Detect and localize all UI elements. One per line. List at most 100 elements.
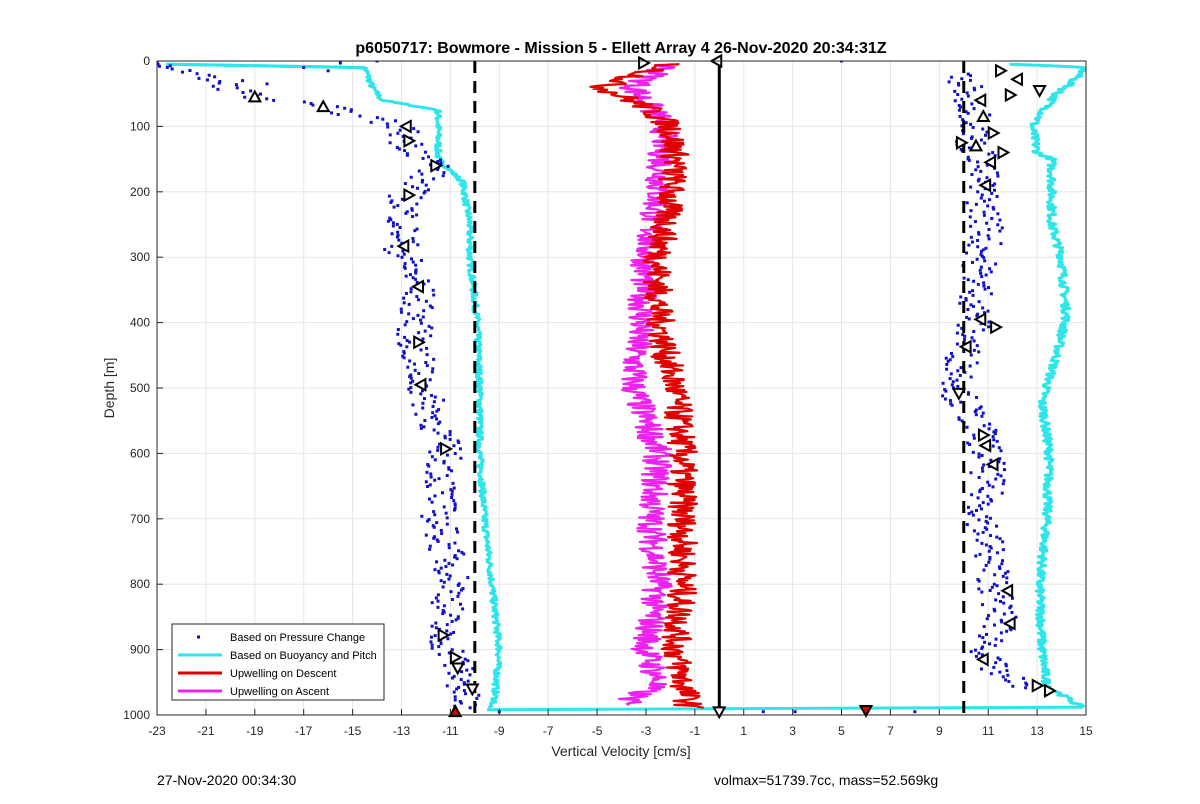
- pressure-dot-right: [1009, 604, 1013, 608]
- pressure-dot-left: [455, 687, 459, 691]
- direction-marker: [987, 125, 1001, 141]
- pressure-dot-left: [420, 514, 424, 518]
- pressure-dot-left: [450, 469, 454, 473]
- pressure-dot-right: [988, 588, 992, 592]
- pressure-dot-left: [205, 78, 209, 82]
- pressure-dot-right: [966, 94, 970, 98]
- pressure-dot-right: [943, 388, 947, 392]
- pressure-dot-right: [945, 362, 949, 366]
- pressure-dot-left: [336, 112, 340, 116]
- pressure-dot-left: [468, 706, 472, 710]
- pressure-dot-right: [966, 155, 970, 159]
- pressure-dot-right: [995, 584, 999, 588]
- pressure-dot-right: [969, 471, 973, 475]
- pressure-dot-right: [1011, 684, 1015, 688]
- pressure-dot-left: [415, 202, 419, 206]
- pressure-dot-left: [409, 386, 413, 390]
- pressure-dot-left: [404, 291, 408, 295]
- pressure-dot-left: [452, 690, 456, 694]
- pressure-dot-right: [988, 545, 992, 549]
- pressure-dot-left: [391, 221, 395, 225]
- pressure-dot-left: [431, 367, 435, 371]
- pressure-dot-right: [993, 182, 997, 186]
- footer-timestamp: 27-Nov-2020 00:34:30: [157, 772, 297, 788]
- direction-marker: [951, 387, 967, 401]
- pressure-dot-left: [402, 301, 406, 305]
- pressure-dot-right: [1004, 678, 1008, 682]
- direction-marker: [976, 109, 991, 122]
- pressure-dot-left: [403, 266, 407, 270]
- pressure-dot-right: [964, 121, 968, 125]
- pressure-dot-right: [980, 275, 984, 279]
- pressure-dot-left: [428, 544, 432, 548]
- pressure-dot-right: [970, 510, 974, 514]
- pressure-dot-right: [984, 133, 988, 137]
- x-tick-label: -13: [393, 724, 411, 738]
- pressure-dot-right: [975, 257, 979, 261]
- pressure-dot-left: [402, 252, 406, 256]
- pressure-dot-left: [399, 343, 403, 347]
- pressure-dot-right: [963, 337, 967, 341]
- pressure-dot-right: [993, 573, 997, 577]
- pressure-dot-right: [965, 523, 969, 527]
- pressure-dot-right: [984, 632, 988, 636]
- pressure-dot-left: [425, 364, 429, 368]
- pressure-dot-left: [443, 436, 447, 440]
- pressure-dot-right: [966, 308, 970, 312]
- pressure-dot-left: [428, 304, 432, 308]
- pressure-dot-left: [419, 196, 423, 200]
- pressure-dot-left: [397, 238, 401, 242]
- pressure-dot-left: [426, 155, 430, 159]
- direction-marker: [413, 335, 427, 350]
- direction-marker: [973, 93, 987, 108]
- pressure-dot-right: [986, 494, 990, 498]
- pressure-dot-left: [439, 579, 443, 583]
- pressure-dot-right: [977, 300, 981, 304]
- x-tick-label: -3: [641, 724, 652, 738]
- pressure-dot-left: [414, 263, 418, 267]
- pressure-dot-right: [979, 405, 983, 409]
- pressure-dot-left: [430, 646, 434, 650]
- pressure-dot-right: [986, 502, 990, 506]
- pressure-dot-left: [477, 693, 481, 697]
- pressure-dot-left: [453, 508, 457, 512]
- pressure-dot-left: [402, 350, 406, 354]
- pressure-dot-left: [448, 430, 452, 434]
- pressure-dot-right: [969, 185, 973, 189]
- pressure-dot-right: [967, 158, 971, 162]
- pressure-dot-right: [1008, 626, 1012, 630]
- pressure-dot-left: [369, 120, 373, 124]
- pressure-dot-left: [452, 486, 456, 490]
- pressure-dot-right: [992, 438, 996, 442]
- pressure-dot-right: [1002, 461, 1006, 465]
- pressure-dot-right: [949, 351, 953, 355]
- pressure-dot-left: [414, 144, 418, 148]
- pressure-dot-right: [949, 372, 953, 376]
- pressure-dot-left: [461, 660, 465, 664]
- pressure-dot-left: [415, 227, 419, 231]
- pressure-dot-left: [419, 318, 423, 322]
- pressure-dot-left: [404, 274, 408, 278]
- pressure-dot-right: [994, 661, 998, 665]
- pressure-dot-left: [435, 417, 439, 421]
- pressure-dot-right: [990, 191, 994, 195]
- pressure-dot-left: [447, 546, 451, 550]
- pressure-dot-left: [423, 329, 427, 333]
- pressure-dot-right: [974, 413, 978, 417]
- direction-marker: [995, 63, 1008, 79]
- pressure-dot-right: [960, 326, 964, 330]
- pressure-dot-right: [981, 603, 985, 607]
- pressure-dot-right: [966, 111, 970, 115]
- y-tick-label: 200: [130, 185, 150, 199]
- x-tick-label: 15: [1079, 724, 1093, 738]
- direction-marker: [465, 683, 480, 697]
- pressure-dot-left: [411, 185, 415, 189]
- pressure-dot-left: [411, 236, 415, 240]
- pressure-dot-left: [453, 555, 457, 559]
- direction-marker: [403, 133, 417, 148]
- pressure-dot-right: [987, 237, 991, 241]
- pressure-dot-right: [996, 212, 1000, 216]
- legend-swatch: [197, 635, 200, 639]
- pressure-dot-left: [427, 497, 431, 501]
- pressure-dot-left: [416, 243, 420, 247]
